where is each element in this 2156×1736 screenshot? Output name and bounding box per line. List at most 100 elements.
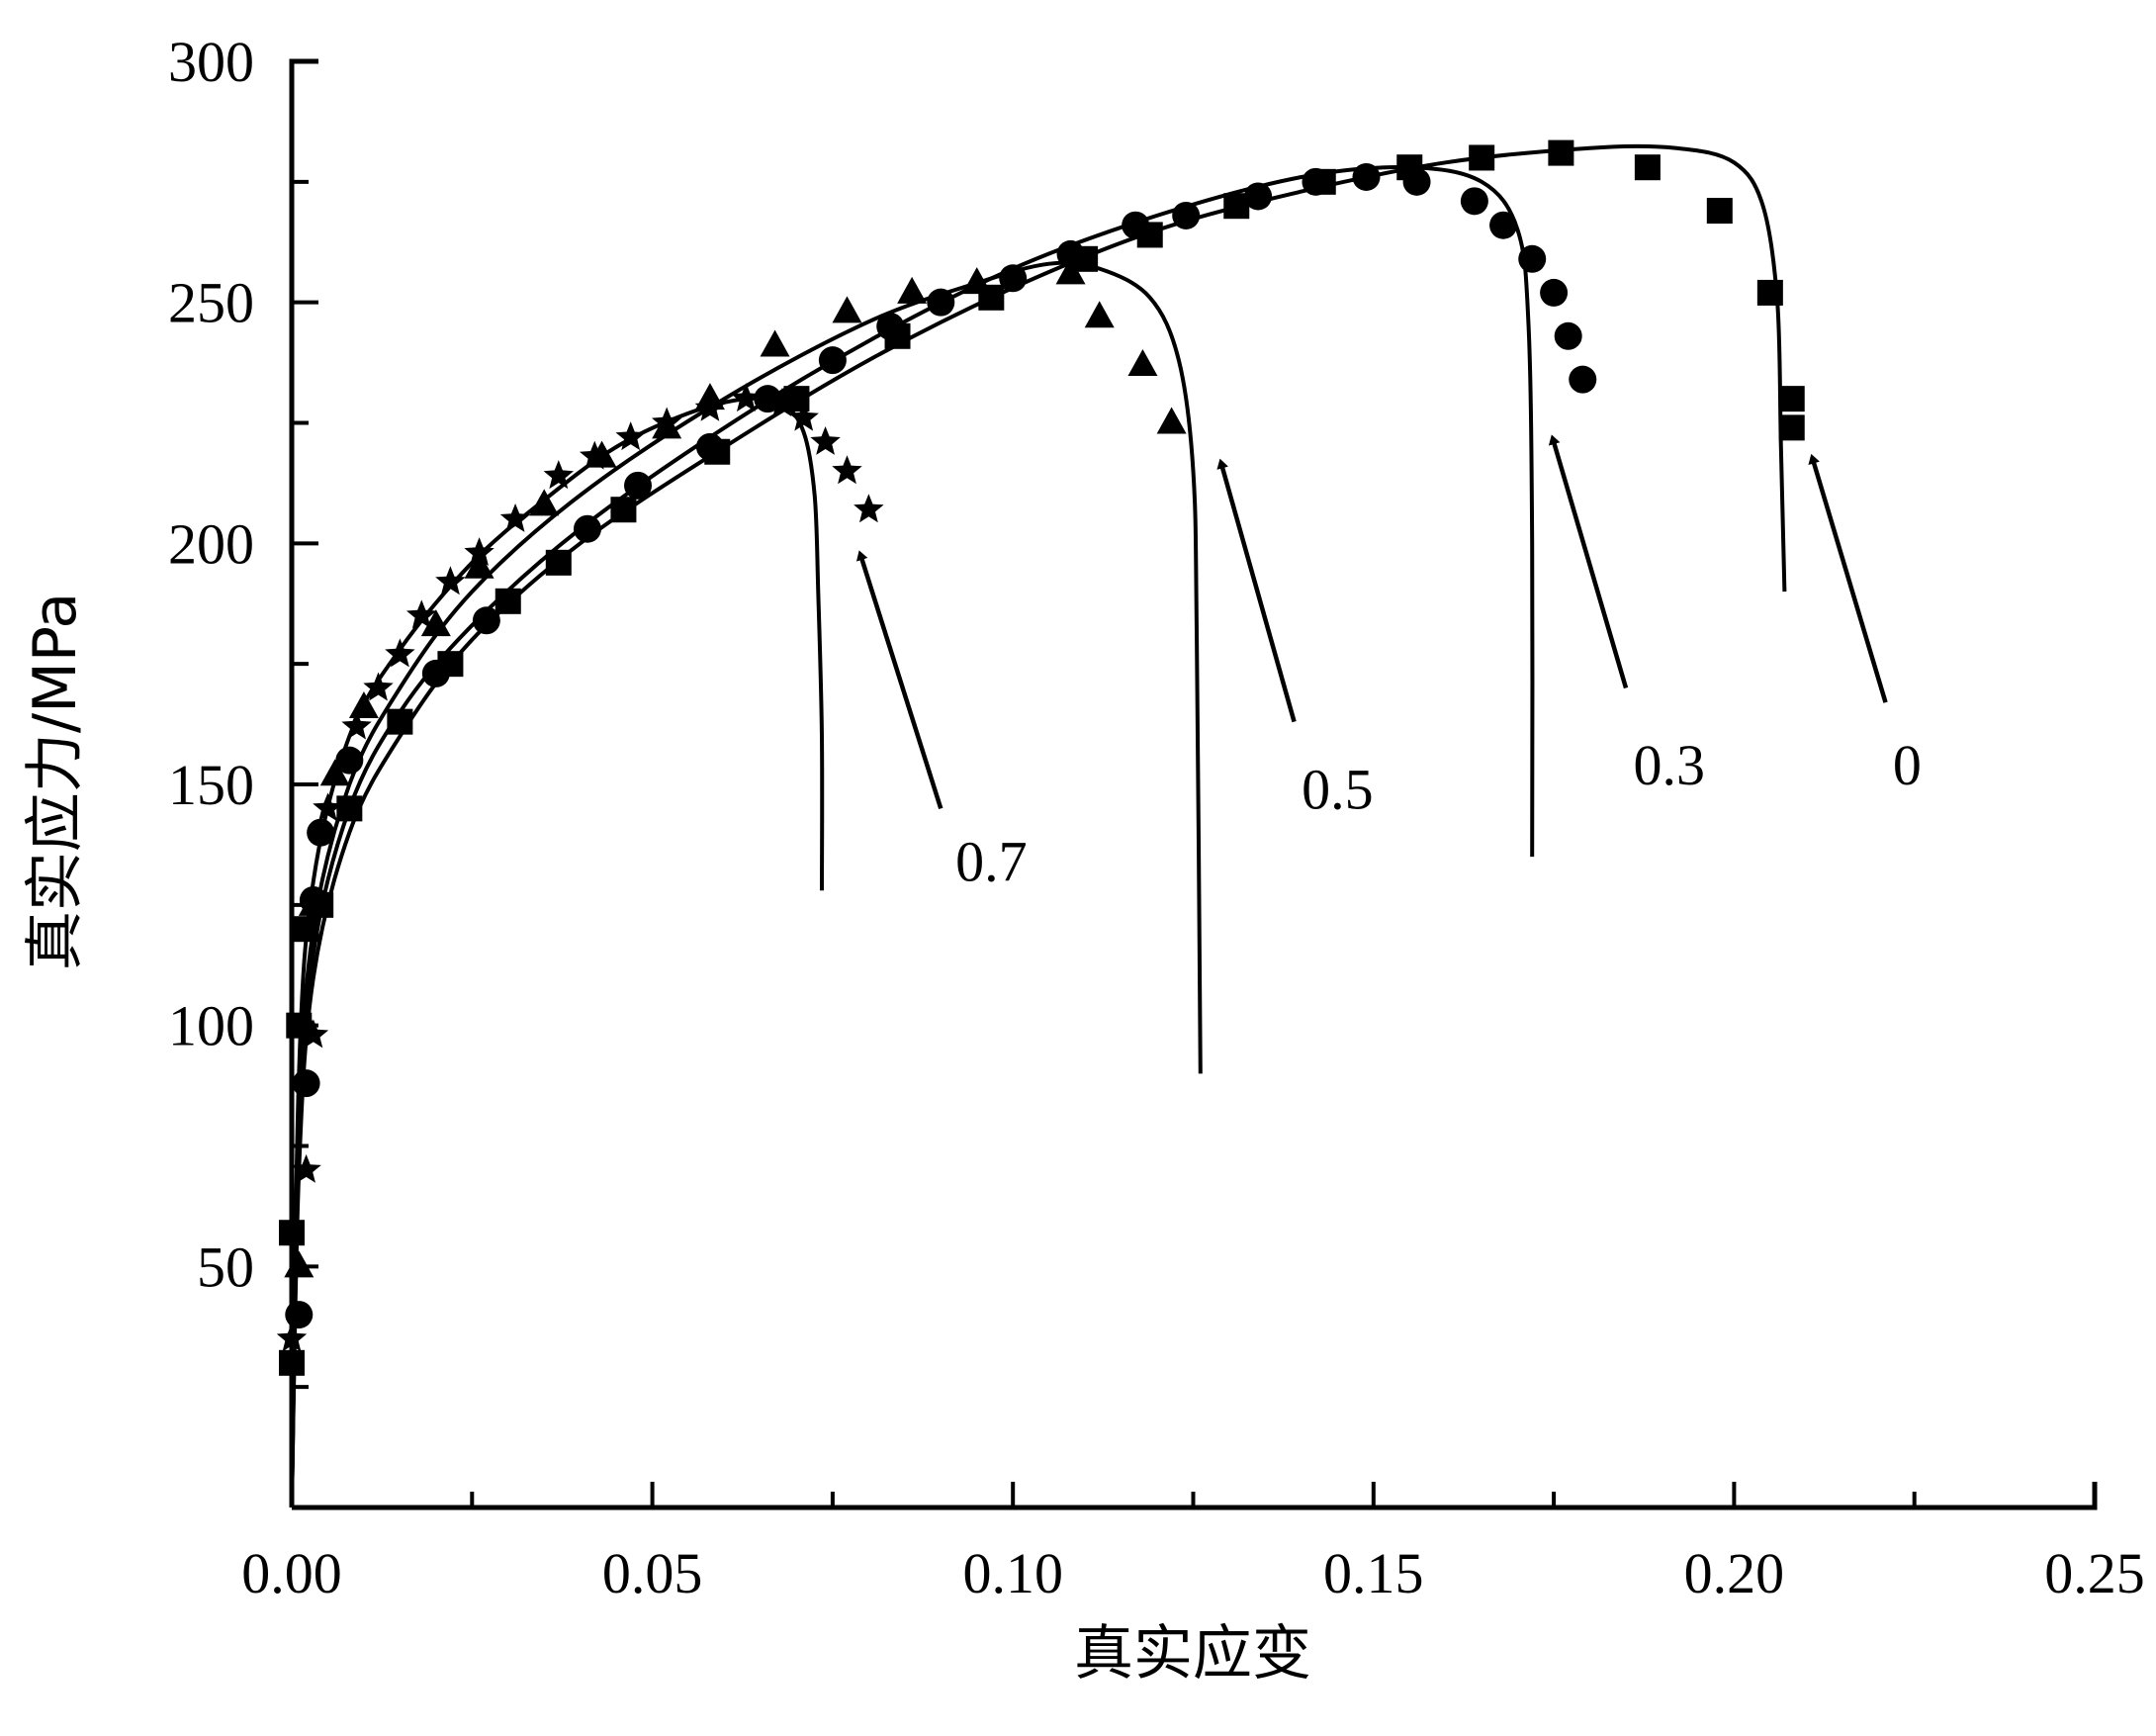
- data-point-square: [1634, 154, 1661, 181]
- data-point-star: [499, 503, 531, 532]
- data-point-triangle: [298, 888, 328, 916]
- data-point-triangle: [464, 551, 494, 579]
- data-point-circle: [1122, 211, 1150, 239]
- fit-curve-0_3: [290, 165, 1535, 1508]
- data-point-square: [293, 916, 319, 943]
- data-point-circle: [1518, 244, 1547, 273]
- data-point-triangle: [1127, 349, 1158, 377]
- data-point-star: [810, 426, 841, 455]
- data-point-square: [1548, 139, 1574, 166]
- annotation-arrow-0_7: [855, 550, 943, 810]
- data-point-star: [298, 1019, 329, 1049]
- data-point-star: [363, 672, 394, 701]
- data-point-square: [494, 588, 521, 614]
- data-point-star: [580, 440, 610, 470]
- data-point-triangle: [1055, 257, 1086, 285]
- series-0_3: [285, 162, 1597, 1329]
- x-tick-label: 0.10: [962, 1541, 1063, 1605]
- data-point-circle: [927, 288, 955, 317]
- data-point-square: [1778, 414, 1805, 441]
- data-point-square: [336, 795, 363, 822]
- data-point-triangle: [420, 609, 451, 637]
- data-point-star: [464, 537, 494, 566]
- data-point-circle: [1460, 187, 1488, 216]
- x-tick-label: 0.15: [1323, 1541, 1424, 1605]
- data-point-square: [1778, 386, 1805, 412]
- data-point-square: [610, 497, 637, 523]
- tick-labels: 0.00 0.05 0.10 0.15 0.20 0.25 50 100 150 200 250 30…: [168, 30, 2145, 1605]
- data-point-triangle: [832, 296, 862, 323]
- y-tick-label: 250: [168, 271, 254, 335]
- data-point-triangle: [1084, 301, 1115, 328]
- ticks: [290, 59, 2097, 1508]
- annotation-arrow-0: [1808, 453, 1888, 703]
- data-point-star: [543, 460, 574, 490]
- data-point-star: [694, 392, 726, 421]
- data-point-square: [1756, 279, 1783, 306]
- data-point-circle: [695, 432, 724, 461]
- markers: [276, 139, 1805, 1376]
- data-point-circle: [1569, 365, 1597, 394]
- data-point-star: [731, 383, 762, 412]
- data-point-circle: [1302, 167, 1330, 196]
- data-point-circle: [472, 606, 500, 635]
- data-point-circle: [335, 746, 364, 775]
- data-point-circle: [1554, 321, 1582, 350]
- data-point-square: [1469, 144, 1495, 171]
- series-0_5: [284, 257, 1187, 1278]
- x-tick-label: 0.00: [241, 1541, 342, 1605]
- x-tick-label: 0.05: [602, 1541, 703, 1605]
- data-point-square: [279, 1220, 305, 1246]
- data-point-circle: [1540, 278, 1569, 307]
- data-point-star: [766, 388, 798, 416]
- data-point-triangle: [897, 276, 928, 304]
- data-point-star: [652, 407, 682, 436]
- data-point-star: [406, 599, 437, 629]
- data-point-star: [853, 494, 884, 523]
- data-point-circle: [1489, 211, 1518, 239]
- data-point-star: [276, 1323, 308, 1352]
- data-point-circle: [1172, 201, 1201, 229]
- annotation-arrow-0_5: [1216, 458, 1297, 723]
- x-tick-label: 0.20: [1684, 1541, 1785, 1605]
- data-point-circle: [307, 818, 335, 847]
- annotation-label-0: 0: [1893, 733, 1922, 797]
- data-point-triangle: [529, 489, 560, 516]
- data-point-circle: [818, 346, 847, 375]
- data-point-triangle: [760, 329, 790, 357]
- data-point-circle: [285, 1301, 314, 1329]
- data-point-square: [1706, 198, 1733, 225]
- data-point-triangle: [1156, 407, 1187, 434]
- data-point-circle: [1244, 182, 1273, 211]
- y-tick-label: 200: [168, 511, 254, 576]
- data-point-star: [788, 402, 819, 431]
- data-point-star: [615, 421, 646, 451]
- data-point-circle: [1402, 167, 1431, 196]
- x-axis-title: 真实应变: [1074, 1619, 1311, 1689]
- data-point-circle: [292, 1069, 320, 1098]
- data-point-circle: [573, 514, 601, 543]
- data-point-circle: [1352, 162, 1381, 191]
- data-point-triangle: [284, 1250, 314, 1278]
- y-tick-label: 150: [168, 753, 254, 817]
- data-point-triangle: [961, 267, 992, 295]
- fit-curve-0_5: [290, 260, 1203, 1508]
- data-point-circle: [876, 313, 905, 341]
- data-point-circle: [624, 471, 653, 500]
- data-point-star: [385, 638, 415, 668]
- data-point-square: [387, 708, 413, 735]
- data-point-circle: [421, 659, 450, 687]
- annotation-label-0_5: 0.5: [1302, 757, 1374, 821]
- axes: [289, 58, 2098, 1510]
- annotation-label-0_3: 0.3: [1634, 733, 1706, 797]
- y-tick-label: 300: [168, 30, 254, 94]
- series-0_7: [276, 383, 884, 1352]
- y-tick-label: 50: [197, 1234, 254, 1299]
- annotation-label-0_7: 0.7: [955, 829, 1028, 893]
- data-point-square: [279, 1349, 305, 1376]
- fit-curve-0: [290, 143, 1787, 1508]
- y-tick-label: 100: [168, 994, 254, 1058]
- fit-curves: [290, 143, 1787, 1508]
- data-point-star: [291, 1153, 321, 1183]
